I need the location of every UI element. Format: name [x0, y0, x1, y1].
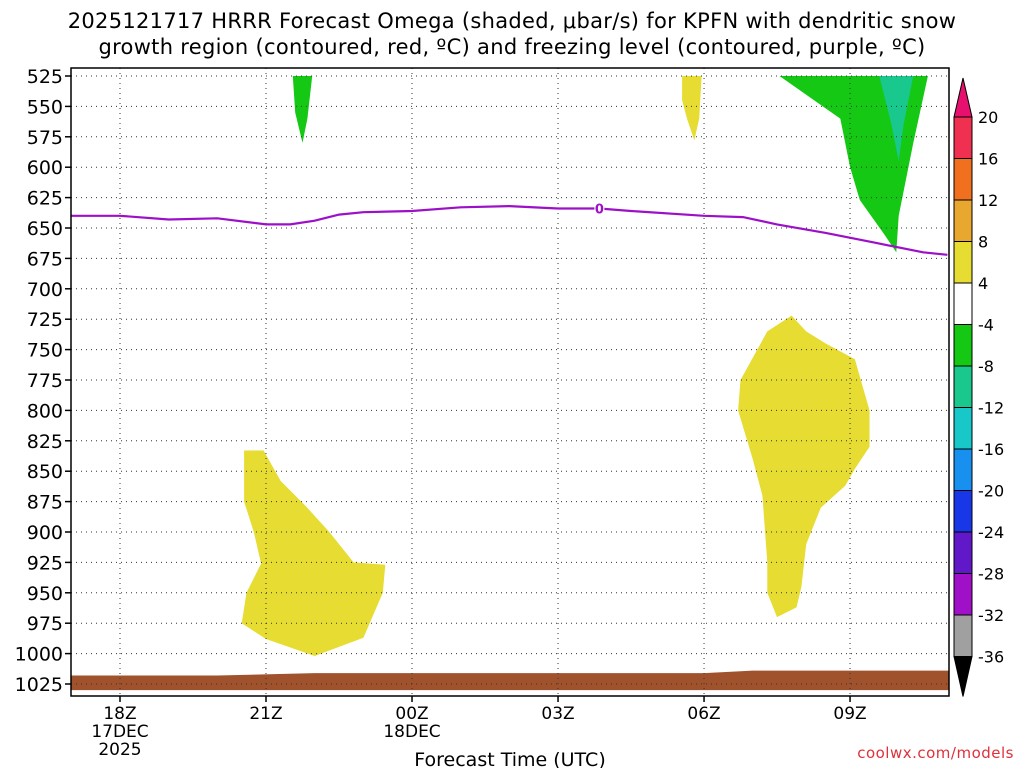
omega-yellow-low-0830z: [738, 315, 870, 618]
colorbar-bin-0: [953, 116, 973, 159]
colorbar-label-0: 20: [978, 108, 998, 127]
x-tick-label-21Z: 21Z: [249, 704, 282, 724]
y-tick-label-625: 625: [27, 188, 63, 210]
colorbar-bin-7: [953, 407, 973, 450]
freezing-level-contour: 0: [71, 202, 948, 256]
colorbar-label-6: -8: [978, 357, 994, 376]
y-tick-label-875: 875: [27, 492, 63, 514]
y-tick-label-925: 925: [27, 552, 63, 574]
colorbar-bin-1: [953, 158, 973, 201]
y-tick-label-975: 975: [27, 613, 63, 635]
omega-shading: [71, 76, 949, 691]
chart-title-line-1: 2025121717 HRRR Forecast Omega (shaded, …: [67, 9, 957, 33]
colorbar-bin-10: [953, 531, 973, 574]
colorbar-bin-6: [953, 365, 973, 408]
x-tick-label-00Z: 00Z: [395, 704, 428, 724]
y-tick-label-650: 650: [27, 218, 63, 240]
chart-title-line-2: growth region (contoured, red, ºC) and f…: [98, 35, 926, 59]
colorbar-label-2: 12: [978, 191, 998, 210]
colorbar-bin-4: [953, 282, 973, 325]
x-tick-date-18Z: 17DEC: [91, 722, 148, 742]
chart-title: 2025121717 HRRR Forecast Omega (shaded, …: [0, 8, 1024, 60]
y-tick-label-525: 525: [27, 66, 63, 88]
freezing-level-label: 0: [595, 203, 604, 218]
colorbar-bin-3: [953, 241, 973, 284]
omega-yellow-sfc-2130z: [241, 450, 386, 656]
colorbar-label-3: 8: [978, 233, 988, 252]
ground-terrain: [71, 670, 949, 691]
colorbar-bin-8: [953, 448, 973, 491]
x-tick-label-03Z: 03Z: [541, 704, 574, 724]
freezing-level-line: [71, 204, 948, 256]
x-tick-label-06Z: 06Z: [687, 704, 720, 724]
plot-frame: [70, 67, 950, 697]
colorbar-label-13: -36: [978, 648, 1004, 667]
colorbar: 20 16 12 8 4 -4 -8 -12 -16 -20 -24 -28 -32 -36: [953, 77, 1004, 697]
omega-teal-upper-10z: [879, 76, 914, 162]
colorbar-label-5: -4: [978, 316, 994, 335]
colorbar-label-7: -12: [978, 399, 1004, 418]
colorbar-bin-12: [953, 614, 973, 657]
x-tick-year-18Z: 2025: [98, 740, 141, 760]
x-tick-date-00Z: 18DEC: [383, 722, 440, 742]
y-tick-label-850: 850: [27, 461, 63, 483]
x-axis-title: Forecast Time (UTC): [414, 749, 605, 768]
y-tick-label-675: 675: [27, 248, 63, 270]
colorbar-bottom-arrow: [953, 656, 973, 697]
colorbar-label-11: -28: [978, 565, 1004, 584]
y-tick-label-750: 750: [27, 340, 63, 362]
omega-yellow-upper-07z: [682, 76, 702, 141]
colorbar-label-10: -24: [978, 523, 1004, 542]
y-tick-label-1025: 1025: [15, 674, 63, 696]
colorbar-label-9: -20: [978, 482, 1004, 501]
y-tick-label-825: 825: [27, 431, 63, 453]
y-tick-label-575: 575: [27, 127, 63, 149]
colorbar-top-arrow: [953, 77, 973, 118]
colorbar-bin-9: [953, 490, 973, 533]
freezing-level-label-bg: [594, 202, 605, 215]
x-tick-label-18Z: 18Z: [103, 704, 136, 724]
y-tick-label-775: 775: [27, 370, 63, 392]
y-tick-label-800: 800: [27, 400, 63, 422]
colorbar-bin-2: [953, 199, 973, 242]
colorbar-label-4: 4: [978, 274, 988, 293]
colorbar-bin-5: [953, 324, 973, 367]
y-tick-label-950: 950: [27, 583, 63, 605]
colorbar-label-12: -32: [978, 606, 1004, 625]
y-tick-label-1000: 1000: [15, 644, 63, 666]
y-tick-label-900: 900: [27, 522, 63, 544]
y-tick-label-725: 725: [27, 309, 63, 331]
x-tick-label-09Z: 09Z: [833, 704, 866, 724]
y-axis: 525 550 575 600 625 650 675 700 725 750 775 800 825 8…: [15, 66, 71, 696]
colorbar-label-8: -16: [978, 440, 1004, 459]
credit-text: coolwx.com/models: [857, 744, 1014, 762]
omega-green-upper-2230z: [292, 76, 313, 143]
y-tick-label-550: 550: [27, 96, 63, 118]
colorbar-bin-11: [953, 573, 973, 616]
y-tick-label-700: 700: [27, 279, 63, 301]
colorbar-label-1: 16: [978, 150, 998, 169]
y-tick-label-600: 600: [27, 157, 63, 179]
